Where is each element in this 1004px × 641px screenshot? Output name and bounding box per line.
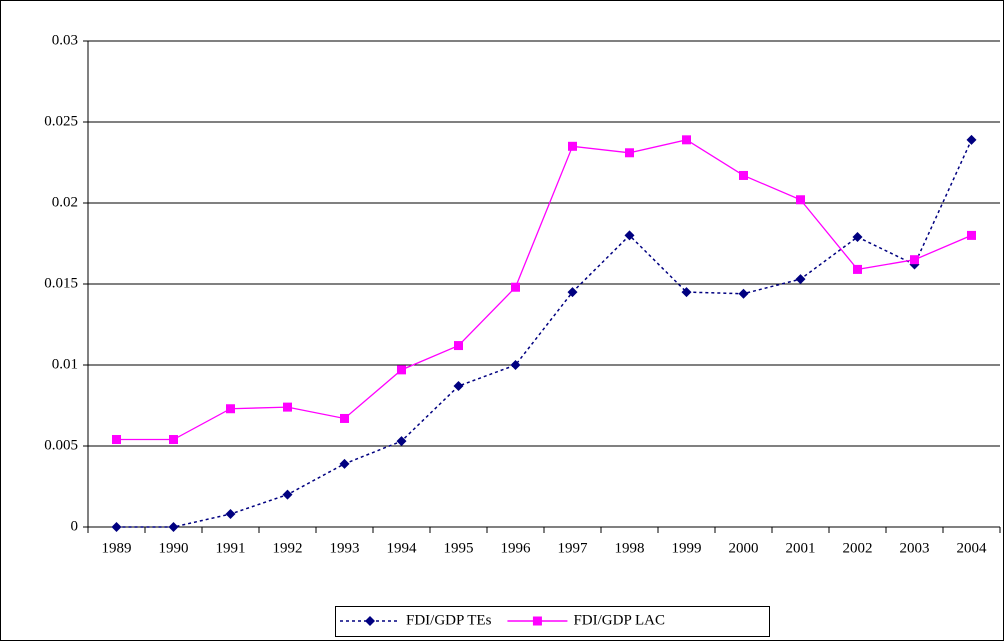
data-point [852,232,863,243]
data-point [112,435,121,445]
data-point [967,230,976,240]
x-tick-label: 2002 [843,540,873,556]
y-tick-label: 0.005 [44,437,78,453]
data-point [625,148,634,158]
data-point [340,413,349,423]
data-point [454,341,463,351]
data-point [168,522,179,532]
y-tick-label: 0 [71,518,79,534]
data-point [853,264,862,274]
data-point [796,195,805,205]
legend-marker [532,616,542,626]
data-point [966,134,977,145]
data-point [453,381,464,392]
data-point [738,288,749,299]
legend-label: FDI/GDP LAC [573,612,665,628]
x-tick-label: 1994 [387,540,418,556]
data-point [396,436,407,447]
x-tick-label: 1991 [216,540,246,556]
data-point [226,404,235,414]
data-point [111,522,122,532]
y-tick-label: 0.01 [52,356,78,372]
x-tick-label: 1998 [615,540,645,556]
data-point [225,509,236,520]
data-point [624,230,635,241]
x-tick-label: 2001 [786,540,816,556]
data-point [397,365,406,375]
x-tick-label: 1995 [444,540,474,556]
x-tick-label: 2003 [900,540,930,556]
x-tick-label: 1990 [159,540,189,556]
legend-box [335,606,770,637]
x-tick-label: 1996 [501,540,532,556]
x-tick-label: 1992 [273,540,303,556]
y-tick-label: 0.02 [52,194,78,210]
data-point [169,435,178,445]
data-point [682,135,691,145]
x-tick-label: 1999 [672,540,702,556]
data-point [910,255,919,265]
x-tick-label: 2004 [957,540,988,556]
series-line [116,139,972,441]
data-point [283,402,292,412]
data-point [282,489,293,500]
data-point [339,458,350,469]
data-point [567,287,578,298]
y-tick-label: 0.025 [44,113,78,129]
legend-label: FDI/GDP TEs [406,612,492,628]
data-point [739,170,748,180]
x-tick-label: 1993 [330,540,360,556]
legend-marker [365,616,375,626]
data-point [795,274,806,285]
x-tick-label: 1997 [558,540,589,556]
series-line [116,139,973,528]
data-point [510,360,521,370]
x-tick-label: 2000 [729,540,759,556]
y-tick-label: 0.015 [44,275,78,291]
data-point [511,282,520,292]
data-point [681,287,692,298]
y-tick-label: 0.03 [52,32,78,48]
x-tick-label: 1989 [102,540,132,556]
data-point [568,141,577,151]
